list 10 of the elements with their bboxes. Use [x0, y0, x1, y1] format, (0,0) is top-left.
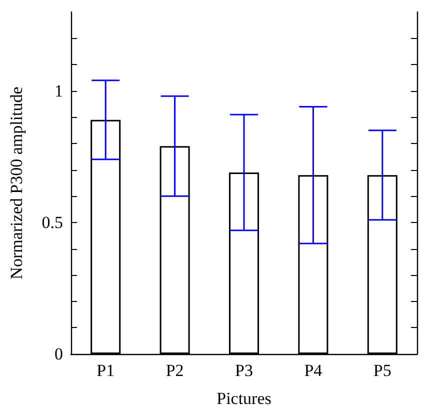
y-axis-title: Normarized P300 amplitude — [7, 86, 26, 280]
y-tick-label: 0 — [54, 344, 63, 364]
y-tick-label: 0.5 — [42, 212, 63, 232]
x-axis-title: Pictures — [216, 389, 272, 408]
x-tick-label: P1 — [96, 361, 115, 380]
x-tick-label: P3 — [235, 361, 253, 380]
y-tick-label: 1 — [54, 81, 63, 100]
x-tick-label: P4 — [304, 361, 323, 380]
x-tick-label: P2 — [166, 361, 184, 380]
x-tick-label: P5 — [373, 361, 392, 380]
